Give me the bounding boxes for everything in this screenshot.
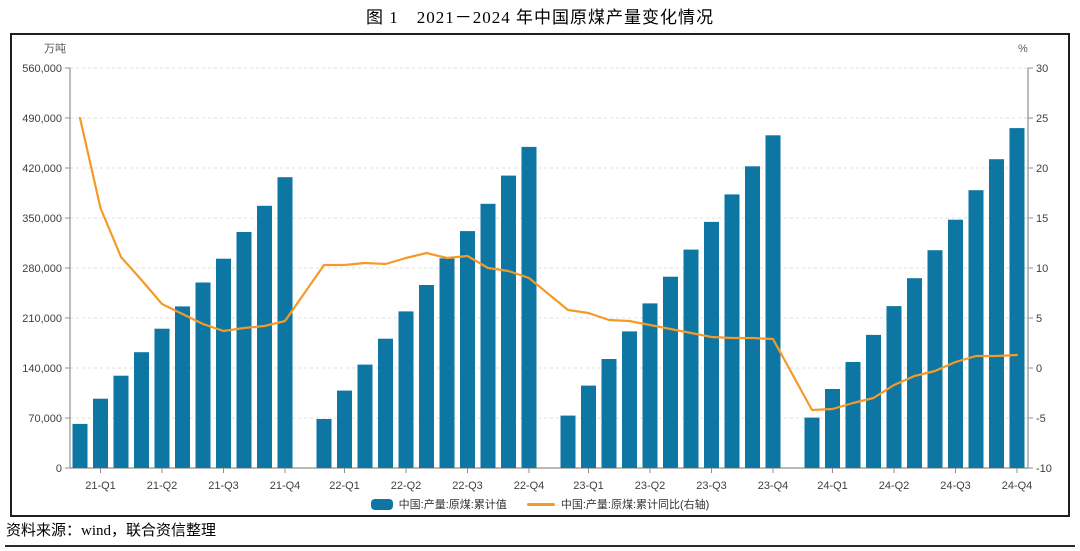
y-tick-label-left: 70,000 (28, 413, 62, 425)
y-tick-label-right: 5 (1036, 313, 1042, 325)
source-note: 资料来源：wind，联合资信整理 (6, 523, 217, 539)
bar-2022-m2 (316, 419, 332, 468)
bar-2023-m8 (683, 249, 699, 468)
y-tick-label-right: 20 (1036, 163, 1048, 175)
chart-box: 560,000 490,000 420,000 350,000 280,000 210,0… (10, 33, 1070, 517)
x-tick-label: 23-Q2 (635, 480, 666, 492)
bar-2021-m7 (175, 306, 190, 468)
x-tick-label: 24-Q3 (940, 480, 971, 492)
legend-line-swatch (526, 502, 555, 506)
right-axis-unit-label: % (1018, 43, 1028, 55)
y-tick-label-left: 560,000 (22, 63, 62, 75)
y-tick-label-left: 420,000 (22, 163, 62, 175)
y-tick-label-left: 350,000 (22, 213, 62, 225)
bar-2021-m4 (113, 375, 129, 468)
bar-2021-m3 (93, 398, 108, 468)
yoy-trend-line (78, 116, 1019, 412)
y-tick-label-left: 490,000 (22, 113, 62, 125)
bar-2024-m8 (927, 250, 943, 468)
legend-line-label: 中国:产量:原煤:累计同比(右轴) (560, 499, 710, 511)
bar-2023-m2 (560, 415, 576, 468)
x-tick-label: 24-Q4 (1002, 480, 1033, 492)
bar-2021-m6 (154, 328, 170, 468)
x-tick-label: 22-Q1 (329, 480, 360, 492)
bar-2021-m5 (134, 352, 149, 468)
bar-2022-m6 (398, 311, 414, 468)
bar-2023-m10 (724, 194, 740, 468)
bar-2022-m9 (460, 231, 475, 468)
legend-item-line: 中国:产量:原煤:累计同比(右轴) (526, 496, 710, 512)
x-tick-label: 21-Q3 (208, 480, 239, 492)
bar-2022-m7 (419, 285, 434, 468)
x-tick-label: 24-Q2 (879, 480, 910, 492)
bar-2024-m12 (1009, 128, 1025, 468)
bar-2023-m7 (663, 276, 678, 468)
bar-2023-m9 (704, 221, 719, 468)
legend: 中国:产量:原煤:累计值 中国:产量:原煤:累计同比(右轴) (12, 495, 1068, 513)
y-tick-label-right: 15 (1036, 213, 1048, 225)
y-tick-label-right: 25 (1036, 113, 1048, 125)
bar-2021-m12 (277, 177, 293, 468)
bar-2024-m7 (907, 278, 922, 468)
bar-2024-m3 (825, 389, 840, 468)
y-tick-label-left: 140,000 (22, 363, 62, 375)
bar-2023-m4 (601, 359, 617, 468)
plot-svg: 560,000 490,000 420,000 350,000 280,000 210,0… (22, 42, 1052, 492)
y-tick-label-left: 0 (56, 463, 62, 475)
y-tick-label-right: 10 (1036, 263, 1048, 275)
x-tick-label: 21-Q4 (270, 480, 301, 492)
bar-2022-m11 (501, 175, 516, 468)
bar-2021-m2 (72, 423, 88, 468)
y-tick-label-right: -5 (1036, 413, 1046, 425)
x-tick-label: 24-Q1 (817, 480, 848, 492)
bar-2024-m9 (948, 219, 963, 468)
x-tick-label: 23-Q1 (573, 480, 604, 492)
y-tick-label-right: 30 (1036, 63, 1048, 75)
x-tick-label: 23-Q3 (696, 480, 727, 492)
bar-2021-m9 (216, 258, 231, 468)
x-tick-label: 22-Q2 (391, 480, 422, 492)
x-tick-label: 21-Q1 (85, 480, 116, 492)
y-tick-label-right: 0 (1036, 363, 1042, 375)
bar-2024-m4 (845, 362, 861, 468)
bar-2021-m10 (236, 232, 252, 468)
legend-bar-label: 中国:产量:原煤:累计值 (398, 499, 507, 511)
bar-2023-m3 (581, 385, 596, 468)
bar-2024-m5 (866, 334, 881, 468)
bar-2024-m2 (804, 417, 820, 468)
bar-2023-m5 (622, 331, 637, 468)
y-tick-label-right: -10 (1036, 463, 1052, 475)
legend-item-bars: 中国:产量:原煤:累计值 (370, 496, 507, 512)
bar-2022-m12 (521, 146, 537, 468)
x-tick-label: 22-Q3 (452, 480, 483, 492)
bar-2022-m4 (357, 364, 373, 468)
x-tick-label: 23-Q4 (758, 480, 789, 492)
bar-2023-m12 (765, 135, 781, 469)
bar-2021-m8 (195, 282, 211, 468)
y-tick-label-left: 280,000 (22, 263, 62, 275)
bar-2022-m5 (378, 338, 393, 468)
bar-2022-m8 (439, 258, 455, 468)
bar-2024-m11 (989, 159, 1004, 468)
x-tick-label: 22-Q4 (514, 480, 545, 492)
bar-2023-m11 (745, 166, 760, 469)
figure-title: 图 1 2021－2024 年中国原煤产量变化情况 (366, 8, 714, 27)
bar-2024-m6 (886, 306, 902, 468)
bar-2021-m11 (257, 205, 272, 469)
left-axis-unit-label: 万吨 (44, 42, 66, 55)
bottom-rule (5, 545, 1075, 547)
bar-2022-m3 (337, 390, 352, 468)
x-tick-label: 21-Q2 (147, 480, 178, 492)
bar-2024-m10 (968, 190, 984, 468)
y-tick-label-left: 210,000 (22, 313, 62, 325)
legend-bar-swatch (370, 498, 393, 510)
bar-2023-m6 (642, 303, 658, 468)
bar-2022-m10 (480, 203, 496, 469)
